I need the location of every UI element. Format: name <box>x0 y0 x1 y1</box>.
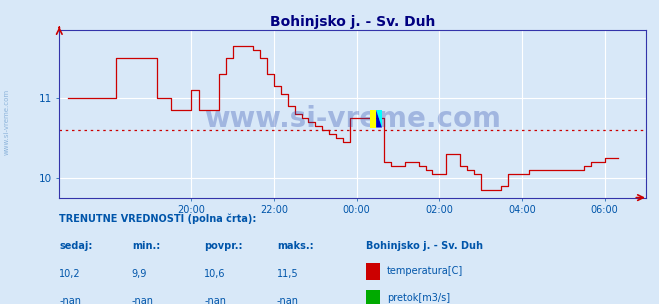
Polygon shape <box>376 110 382 128</box>
Text: 10,6: 10,6 <box>204 269 226 279</box>
Title: Bohinjsko j. - Sv. Duh: Bohinjsko j. - Sv. Duh <box>270 15 435 29</box>
Text: min.:: min.: <box>132 241 160 251</box>
Text: www.si-vreme.com: www.si-vreme.com <box>3 88 9 155</box>
Text: 11,5: 11,5 <box>277 269 299 279</box>
Text: 10,2: 10,2 <box>59 269 81 279</box>
Bar <box>370 110 376 128</box>
Text: sedaj:: sedaj: <box>59 241 93 251</box>
Text: temperatura[C]: temperatura[C] <box>387 266 463 276</box>
Text: -nan: -nan <box>132 296 154 304</box>
Text: maks.:: maks.: <box>277 241 314 251</box>
Text: www.si-vreme.com: www.si-vreme.com <box>204 105 501 133</box>
Text: -nan: -nan <box>277 296 299 304</box>
Text: Bohinjsko j. - Sv. Duh: Bohinjsko j. - Sv. Duh <box>366 241 483 251</box>
Polygon shape <box>376 110 382 128</box>
Text: pretok[m3/s]: pretok[m3/s] <box>387 293 450 303</box>
Text: TRENUTNE VREDNOSTI (polna črta):: TRENUTNE VREDNOSTI (polna črta): <box>59 213 257 224</box>
Text: -nan: -nan <box>59 296 81 304</box>
Text: povpr.:: povpr.: <box>204 241 243 251</box>
Text: 9,9: 9,9 <box>132 269 147 279</box>
Text: -nan: -nan <box>204 296 226 304</box>
